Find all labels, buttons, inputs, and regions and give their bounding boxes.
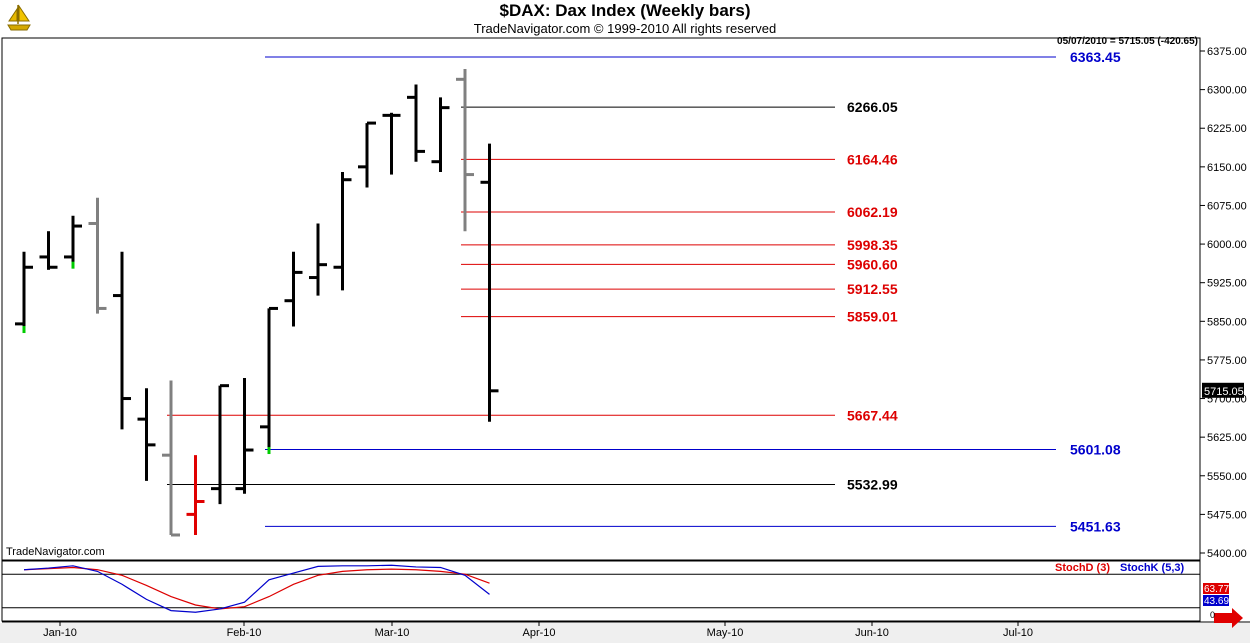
- price-panel-frame: [1, 37, 1201, 561]
- last-price-label: 5715.05: [1204, 386, 1244, 398]
- price-tick-label: 5550.00: [1207, 471, 1247, 483]
- chart-subtitle: TradeNavigator.com © 1999-2010 All right…: [473, 21, 777, 36]
- date-tick-label: Feb-10: [227, 627, 262, 639]
- level-label: 5998.35: [847, 237, 898, 253]
- level-label: 5667.44: [847, 407, 898, 423]
- date-tick-label: Jun-10: [855, 627, 889, 639]
- date-axis-band: [0, 623, 1250, 643]
- stochK-legend: StochK (5,3): [1120, 562, 1185, 574]
- price-tick-label: 6300.00: [1207, 85, 1247, 97]
- level-label: 5601.08: [1070, 441, 1121, 457]
- price-tick-label: 5400.00: [1207, 548, 1247, 560]
- price-tick-label: 5625.00: [1207, 432, 1247, 444]
- level-label: 6164.46: [847, 151, 898, 167]
- date-tick-label: Apr-10: [522, 627, 555, 639]
- price-tick-label: 5850.00: [1207, 316, 1247, 328]
- stoch-panel-frame: [1, 560, 1201, 622]
- level-label: 5912.55: [847, 281, 898, 297]
- level-label: 6062.19: [847, 204, 898, 220]
- level-label: 6266.05: [847, 99, 898, 115]
- tradenavigator-logo-icon[interactable]: [4, 3, 34, 33]
- level-label: 5859.01: [847, 309, 898, 325]
- last-bar-readout: 05/07/2010 = 5715.05 (-420.65): [1057, 36, 1198, 47]
- date-tick-label: Jan-10: [43, 627, 77, 639]
- level-label: 6363.45: [1070, 49, 1121, 65]
- stochK-value-label: 43.69: [1204, 596, 1229, 607]
- level-label: 5451.63: [1070, 518, 1121, 534]
- date-tick-label: Jul-10: [1003, 627, 1033, 639]
- price-tick-label: 6075.00: [1207, 200, 1247, 212]
- stochK-series-line: [23, 564, 490, 613]
- date-tick-label: May-10: [707, 627, 744, 639]
- level-label: 5532.99: [847, 477, 898, 493]
- last-price-box: [1202, 382, 1244, 398]
- stochD-legend: StochD (3): [1055, 562, 1110, 574]
- price-tick-label: 6000.00: [1207, 239, 1247, 251]
- level-label: 5960.60: [847, 256, 898, 272]
- stochD-value-box: [1203, 583, 1229, 594]
- stochD-value-label: 63.77: [1204, 584, 1229, 595]
- axes-layer: 6375.00 6300.00 6225.00 6150.00 6075.00 6000.…: [0, 37, 1250, 643]
- price-tick-label: 5475.00: [1207, 509, 1247, 521]
- levels-layer: 6363.45 6266.05 6164.46 6062.19 5998.35 5960.…: [167, 49, 1121, 534]
- price-tick-label: 6375.00: [1207, 46, 1247, 58]
- stochD-series-line: [23, 566, 490, 610]
- scroll-right-arrow-icon[interactable]: [1214, 608, 1243, 628]
- bars-layer: [15, 69, 499, 537]
- watermark-text: TradeNavigator.com: [6, 546, 105, 558]
- price-tick-label: 6225.00: [1207, 123, 1247, 135]
- price-tick-label: 5925.00: [1207, 278, 1247, 290]
- date-tick-label: Mar-10: [375, 627, 410, 639]
- chart-title: $DAX: Dax Index (Weekly bars): [499, 1, 751, 20]
- stoch-zero-label: 0: [1210, 610, 1215, 620]
- stochK-value-box: [1203, 595, 1229, 606]
- price-tick-label: 6150.00: [1207, 162, 1247, 174]
- price-tick-label: 5775.00: [1207, 355, 1247, 367]
